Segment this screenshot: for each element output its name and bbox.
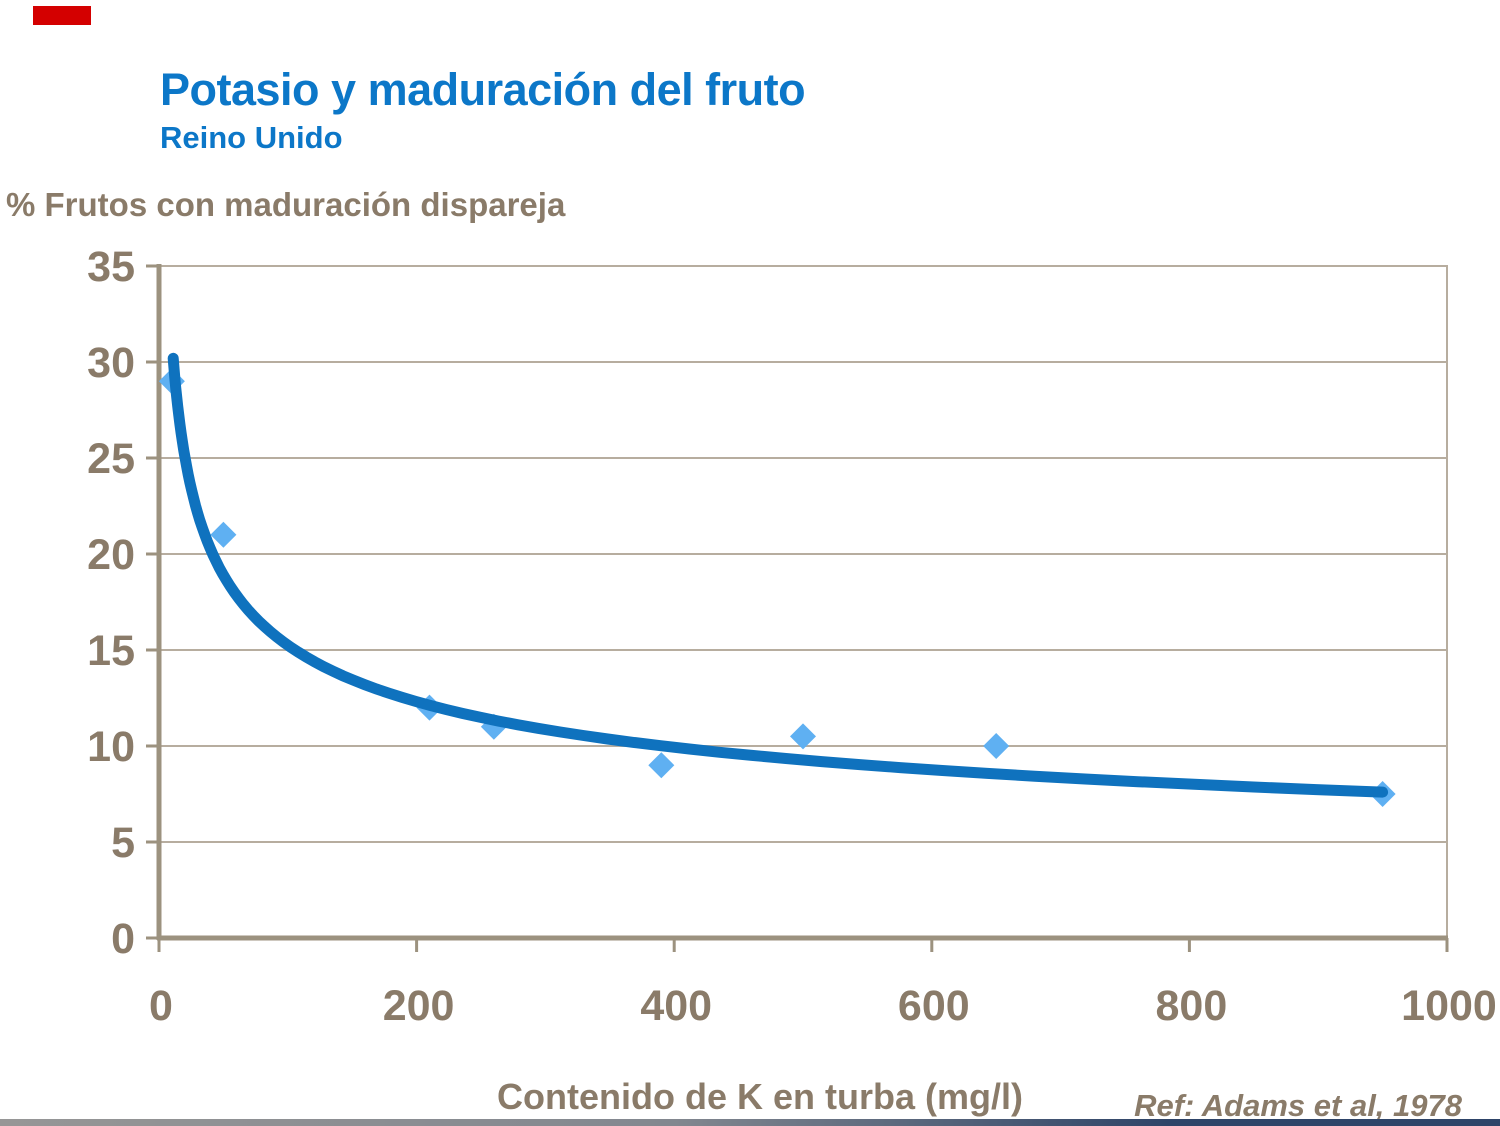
slide-title: Potasio y maduración del fruto (160, 64, 806, 115)
data-point-6 (983, 733, 1010, 759)
accent-bar (33, 6, 91, 25)
y-tick-label-10: 10 (87, 723, 135, 771)
data-point-1 (210, 521, 237, 548)
y-tick-label-30: 30 (87, 339, 135, 387)
plot-border (158, 265, 1448, 939)
y-tick-label-35: 35 (87, 243, 135, 291)
x-tick-label-800: 800 (1156, 982, 1228, 1030)
y-tick-label-15: 15 (87, 627, 135, 675)
x-axis-title: Contenido de K en turba (mg/l) (497, 1076, 1023, 1117)
bottom-bar (0, 1119, 1500, 1126)
y-axis-title: % Frutos con maduración dispareja (6, 186, 566, 223)
x-tick-label-600: 600 (898, 982, 970, 1030)
x-tick-label-200: 200 (383, 982, 455, 1030)
y-tick-label-20: 20 (87, 531, 135, 579)
y-tick-label-5: 5 (111, 819, 135, 867)
x-tick-label-0: 0 (149, 982, 173, 1030)
y-tick-label-25: 25 (87, 435, 135, 483)
data-point-4 (648, 752, 675, 779)
data-point-5 (790, 723, 816, 750)
y-tick-label-0: 0 (111, 915, 135, 963)
x-tick-label-1000: 1000 (1401, 982, 1497, 1030)
reference-text: Ref: Adams et al, 1978 (1134, 1088, 1462, 1123)
x-tick-label-400: 400 (640, 982, 712, 1030)
trend-curve (167, 352, 1389, 798)
slide-subtitle: Reino Unido (160, 120, 343, 155)
